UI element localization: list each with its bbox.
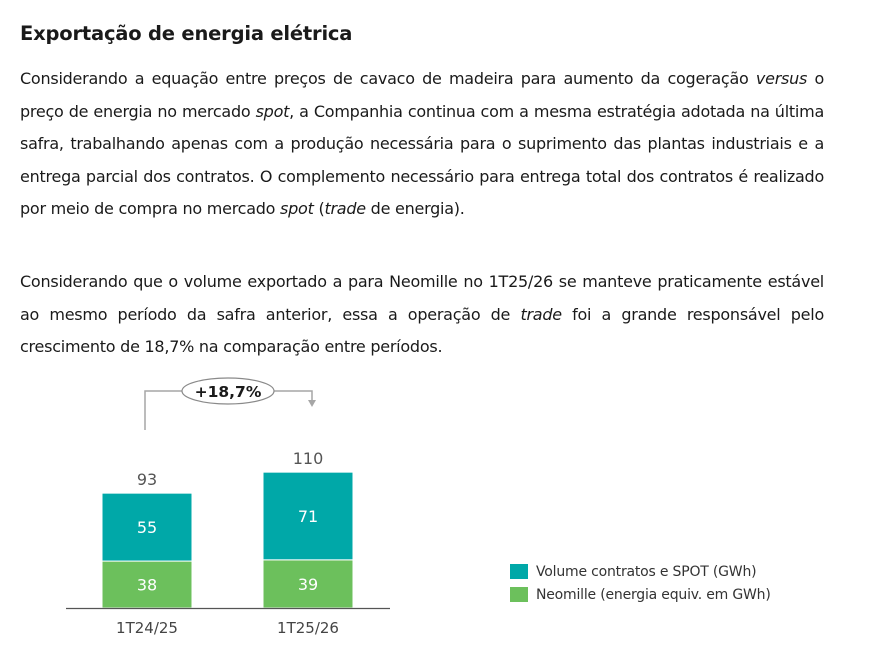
legend-item-contracts: Volume contratos e SPOT (GWh) [510,560,771,583]
paragraph-strategy: Considerando a equação entre preços de c… [20,69,825,218]
legend-swatch-neomille [510,587,528,602]
growth-arrowhead [308,400,316,407]
growth-badge [181,377,275,405]
legend-swatch-contracts [510,564,528,579]
growth-label: +18,7% [195,383,262,401]
bar-segment [101,560,193,609]
category-label: 1T24/25 [116,619,178,637]
paragraph-growth: Considerando que o volume exportado a pa… [20,272,824,356]
category-label: 1T25/26 [277,619,339,637]
bar-total-label: 110 [293,449,324,468]
bar-segment [101,492,193,562]
bar-value-label: 38 [137,576,157,595]
bar-total-label: 93 [137,470,157,489]
legend-item-neomille: Neomille (energia equiv. em GWh) [510,583,771,606]
energy-export-chart: 38 55 93 1T24/25 39 71 110 1T25/26 +18,7% [66,377,390,637]
legend-label-contracts: Volume contratos e SPOT (GWh) [536,563,757,580]
legend-label-neomille: Neomille (energia equiv. em GWh) [536,586,771,603]
bar-value-label: 71 [298,507,318,526]
section-title: Exportação de energia elétrica [20,22,353,45]
bar-segment [262,471,354,561]
bar-value-label: 55 [137,518,157,537]
chart-legend: Volume contratos e SPOT (GWh) Neomille (… [510,560,771,606]
bar-value-label: 39 [298,575,318,594]
